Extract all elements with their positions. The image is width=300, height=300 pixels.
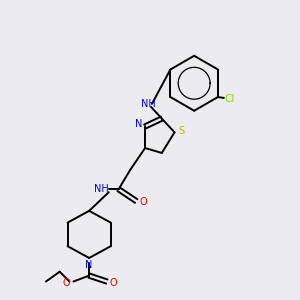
Text: O: O xyxy=(139,197,147,207)
Text: NH: NH xyxy=(141,99,155,109)
Text: NH: NH xyxy=(94,184,108,194)
Text: O: O xyxy=(63,278,70,287)
Text: O: O xyxy=(110,278,118,287)
Text: Cl: Cl xyxy=(225,94,235,104)
Text: N: N xyxy=(134,119,142,130)
Text: S: S xyxy=(178,126,184,136)
Text: N: N xyxy=(85,260,93,270)
